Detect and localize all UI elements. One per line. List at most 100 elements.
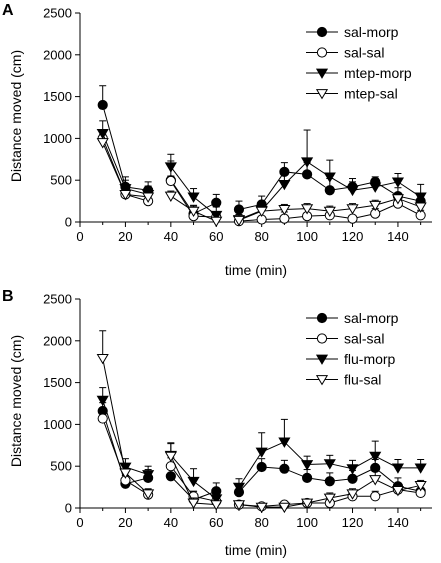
panel-a-x-tick-label: 40 xyxy=(164,229,178,244)
mtep-sal-point-9 xyxy=(301,204,314,215)
panel-a-x-axis-label: time (min) xyxy=(225,262,287,278)
mtep-sal-point-4 xyxy=(187,206,200,218)
flu-sal-point-0 xyxy=(96,353,109,365)
panel-b-x-tick-label: 60 xyxy=(209,515,223,530)
flu-morp-point-11 xyxy=(346,464,359,475)
mtep-morp-point-4 xyxy=(187,192,200,203)
flu-morp-point-0 xyxy=(96,395,109,407)
flu-morp-point-8 xyxy=(278,437,291,448)
sal-morp-point-7 xyxy=(256,461,267,473)
flu-sal-point-7 xyxy=(255,502,268,514)
flu-sal-point-2 xyxy=(142,489,155,500)
panel-a-legend-item-sal-sal: sal-sal xyxy=(306,45,384,61)
mtep-sal-point-14 xyxy=(414,202,427,213)
panel-a-legend-item-mtep-morp: mtep-morp xyxy=(306,65,412,81)
flu-sal-point-6 xyxy=(232,500,246,511)
legend-mtep-sal-point-0 xyxy=(315,89,329,100)
mtep-morp-point-11 xyxy=(346,185,359,197)
flu-sal-point-9 xyxy=(301,498,314,509)
panel-a-axes: 0 500 1000 1500 2000 2500 0 20 40 60 80 100 120 140 xyxy=(43,6,432,244)
panel-a-legend: sal-morp sal-sal mtep-morp mtep-sal xyxy=(306,24,412,102)
mtep-sal-point-2 xyxy=(142,192,155,203)
flu-morp-point-14 xyxy=(414,463,427,474)
legend-flu-morp-point-0 xyxy=(315,354,329,365)
panel-a-y-tick-label: 1500 xyxy=(43,89,72,104)
flu-sal-point-3 xyxy=(164,451,177,463)
legend-label: sal-sal xyxy=(344,331,384,347)
panel-a-y-tick-label: 0 xyxy=(65,215,72,230)
legend-sal-sal-point-0 xyxy=(316,333,328,344)
sal-morp-point-9 xyxy=(301,472,313,484)
legend-label: mtep-morp xyxy=(344,65,412,81)
panel-b-y-tick-label: 1000 xyxy=(43,417,72,432)
panel-b-legend-item-flu-sal: flu-sal xyxy=(306,372,381,388)
mtep-morp-point-5 xyxy=(210,210,223,222)
flu-morp-point-9 xyxy=(301,460,314,471)
mtep-sal-point-7 xyxy=(255,206,268,218)
panel-b-y-axis-label: Distance moved (cm) xyxy=(8,335,24,467)
flu-sal-point-1 xyxy=(119,468,132,479)
flu-sal-point-13 xyxy=(391,486,405,497)
sal-sal-point-11 xyxy=(347,213,358,224)
panel-a-x-tick-label: 120 xyxy=(342,229,364,244)
mtep-morp-point-13 xyxy=(391,177,405,188)
sal-sal-point-0 xyxy=(97,413,108,424)
panel-a-y-axis-label: Distance moved (cm) xyxy=(8,50,24,182)
sal-morp-point-10 xyxy=(324,185,335,196)
panel-b-legend-item-sal-morp: sal-morp xyxy=(306,310,399,326)
panel-b-x-tick-label: 140 xyxy=(387,515,409,530)
panel-a-x-tick-label: 140 xyxy=(387,229,409,244)
panel-b-x-tick-label: 40 xyxy=(164,515,178,530)
sal-sal-point-3 xyxy=(165,175,176,187)
mtep-morp-point-9 xyxy=(301,157,314,168)
legend-label: sal-morp xyxy=(344,310,399,326)
panel-b-x-axis-label: time (min) xyxy=(225,542,287,558)
legend-sal-morp-point-0 xyxy=(316,312,328,324)
mtep-sal-point-8 xyxy=(278,205,291,216)
mtep-sal-point-10 xyxy=(323,206,336,218)
flu-morp-point-7 xyxy=(255,447,268,458)
panel-a: A Distance moved (cm) time (min) 0 500 100… xyxy=(2,2,432,278)
panel-a-label: A xyxy=(2,2,14,19)
sal-sal-point-12 xyxy=(370,491,381,502)
panel-b-legend: sal-morp sal-sal flu-morp flu-sal xyxy=(306,310,399,388)
panel-b-x-tick-label: 20 xyxy=(118,515,132,530)
panel-b-series-flu-morp xyxy=(96,387,427,505)
legend-label: flu-sal xyxy=(344,372,381,388)
panel-a-series-mtep-sal xyxy=(96,133,427,228)
panel-b-x-tick-label: 100 xyxy=(296,515,318,530)
sal-morp-point-9 xyxy=(301,169,313,180)
panel-b: B Distance moved (cm) time (min) 0 500 100… xyxy=(2,288,432,558)
panel-b-series-flu-sal xyxy=(96,330,427,514)
mtep-morp-point-12 xyxy=(369,182,382,193)
panel-a-y-tick-label: 2000 xyxy=(43,47,72,62)
panel-b-plot-area xyxy=(96,330,427,514)
legend-sal-sal-point-0 xyxy=(316,47,328,58)
sal-morp-point-8 xyxy=(279,463,290,474)
flu-sal-point-11 xyxy=(346,489,359,500)
panel-a-x-tick-label: 60 xyxy=(209,229,223,244)
panel-b-x-tick-label: 120 xyxy=(342,515,364,530)
legend-label: mtep-sal xyxy=(344,86,398,102)
sal-morp-point-5 xyxy=(211,197,222,208)
panel-b-axes: 0 500 1000 1500 2000 2500 0 20 40 60 80 100 120 140 xyxy=(43,292,432,530)
legend-flu-sal-point-0 xyxy=(315,375,329,386)
sal-morp-point-6 xyxy=(233,204,245,215)
panel-b-legend-item-flu-morp: flu-morp xyxy=(306,351,396,367)
mtep-sal-point-1 xyxy=(119,190,132,201)
sal-morp-point-3 xyxy=(165,471,176,482)
panel-b-y-tick-label: 500 xyxy=(50,459,72,474)
legend-label: sal-sal xyxy=(344,45,384,61)
panel-a-y-tick-label: 1000 xyxy=(43,131,72,146)
panel-a-y-tick-label: 2500 xyxy=(43,6,72,21)
panel-a-x-tick-label: 0 xyxy=(76,229,83,244)
panel-a-plot-area xyxy=(96,85,427,228)
sal-morp-point-0 xyxy=(97,99,108,111)
flu-morp-point-13 xyxy=(391,463,405,474)
legend-label: flu-morp xyxy=(344,351,396,367)
panel-a-x-tick-label: 20 xyxy=(118,229,132,244)
mtep-morp-point-14 xyxy=(414,192,427,203)
flu-morp-point-10 xyxy=(323,459,336,470)
legend-sal-morp-point-0 xyxy=(316,26,328,38)
